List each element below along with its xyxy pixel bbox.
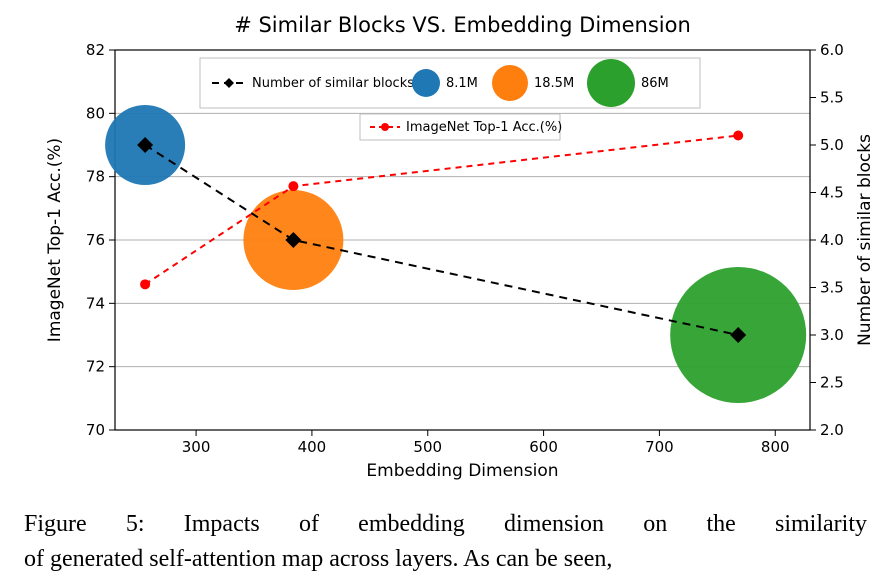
x-tick-label: 500 (413, 438, 442, 456)
legend-item-label: 8.1M (446, 76, 478, 91)
chart-svg: 300 400 500 600 700 800 70 72 74 76 78 80 82 2.0 2.5 3.… (0, 0, 891, 495)
x-tick-label: 800 (761, 438, 790, 456)
yleft-tick-label: 80 (86, 104, 105, 122)
yleft-tick-label: 78 (86, 168, 105, 186)
yright-axis-label: Number of similar blocks (855, 134, 875, 346)
x-axis-label: Embedding Dimension (366, 461, 558, 481)
yright-tick-label: 3.0 (820, 326, 844, 344)
series-acc-marker (288, 181, 298, 191)
x-tick-label: 700 (645, 438, 674, 456)
legend-bubble (492, 65, 528, 101)
x-tick-label: 600 (529, 438, 558, 456)
x-tick-label: 400 (298, 438, 327, 456)
yleft-tick-label: 74 (86, 294, 105, 312)
legend-item-label: Number of similar blocks (252, 76, 414, 91)
legend-item-label: 18.5M (534, 76, 574, 91)
yright-tick-label: 5.5 (820, 89, 844, 107)
caption-line-2: of generated self-attention map across l… (24, 542, 867, 577)
yright-tick-label: 2.5 (820, 374, 844, 392)
yright-tick-label: 4.5 (820, 184, 844, 202)
yleft-tick-label: 72 (86, 358, 105, 376)
caption-line-1: Figure 5: Impacts of embedding dimension… (24, 511, 867, 537)
yright-tick-label: 6.0 (820, 41, 844, 59)
yright-tick-label: 4.0 (820, 231, 844, 249)
yleft-axis-label: ImageNet Top-1 Acc.(%) (45, 138, 65, 342)
chart-title: # Similar Blocks VS. Embedding Dimension (234, 13, 691, 37)
legend-bubble (587, 59, 635, 107)
yleft-tick-label: 76 (86, 231, 105, 249)
legend-bubble (412, 69, 440, 97)
yleft-tick-label: 82 (86, 41, 105, 59)
legend-item-label: ImageNet Top-1 Acc.(%) (406, 120, 562, 135)
page-root: 300 400 500 600 700 800 70 72 74 76 78 80 82 2.0 2.5 3.… (0, 0, 891, 581)
figure-caption: Figure 5: Impacts of embedding dimension… (24, 507, 867, 577)
yleft-tick-label: 70 (86, 421, 105, 439)
yright-tick-label: 2.0 (820, 421, 844, 439)
x-tick-label: 300 (182, 438, 211, 456)
yright-tick-label: 5.0 (820, 136, 844, 154)
series-acc-marker (140, 279, 150, 289)
yright-tick-label: 3.5 (820, 279, 844, 297)
series-acc-marker (733, 131, 743, 141)
legend-item-label: 86M (641, 76, 669, 91)
